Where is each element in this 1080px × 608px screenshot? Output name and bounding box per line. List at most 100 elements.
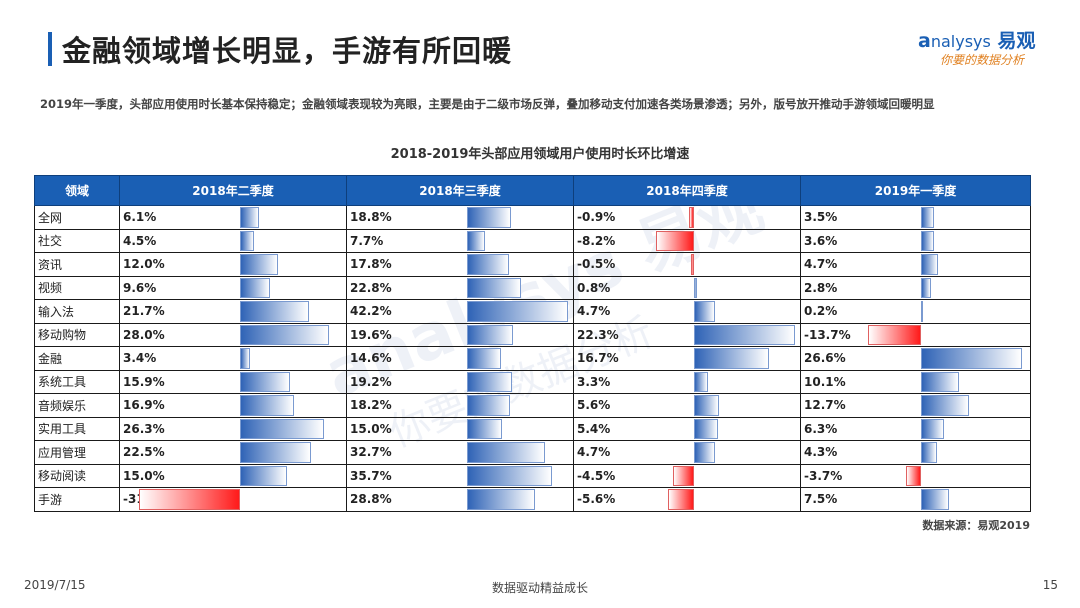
cell-bar-area — [656, 228, 801, 253]
positive-bar — [239, 465, 288, 486]
cell-value: 21.7% — [119, 299, 240, 324]
data-source: 数据来源：易观2019 — [922, 519, 1030, 532]
cell-value: 6.3% — [800, 416, 921, 441]
positive-bar — [920, 348, 1022, 369]
table-row: 移动购物 28.0% 19.6% 22.3% -13.7% — [34, 322, 1031, 347]
cell-bar-area — [239, 393, 347, 418]
row-category: 实用工具 — [34, 416, 120, 441]
cell-bar-area — [466, 416, 574, 441]
cell-value: 18.8% — [346, 205, 467, 230]
table-row: 输入法 21.7% 42.2% 4.7% 0.2% — [34, 299, 1031, 324]
table-row: 社交 4.5% 7.7% -8.2% 3.6% — [34, 228, 1031, 253]
cell-bar-area — [466, 463, 574, 488]
cell-value: 4.5% — [119, 228, 240, 253]
cell-bar-area — [920, 252, 1031, 277]
cell-value: 42.2% — [346, 299, 467, 324]
analysys-logo: analysys 易观 你要的数据分析 — [918, 26, 1058, 70]
cell-bar-area — [906, 463, 1031, 488]
cell-value: 10.1% — [800, 369, 921, 394]
negative-bar — [673, 465, 694, 486]
positive-bar — [466, 465, 552, 486]
cell-bar-area — [693, 369, 801, 394]
cell-value: 26.3% — [119, 416, 240, 441]
cell-bar-area — [466, 205, 574, 230]
cell-bar-area — [239, 322, 347, 347]
cell-value: 28.0% — [119, 322, 240, 347]
positive-bar — [239, 301, 309, 322]
negative-bar — [868, 324, 921, 345]
cell-bar-area — [693, 440, 801, 465]
cell-bar-area — [693, 393, 801, 418]
cell-bar-area — [466, 393, 574, 418]
logo-cn: 易观 — [997, 30, 1036, 52]
positive-bar — [466, 442, 545, 463]
cell-bar-area — [466, 299, 574, 324]
positive-bar — [239, 371, 291, 392]
cell-value: 17.8% — [346, 252, 467, 277]
cell-bar-area — [466, 252, 574, 277]
positive-bar — [920, 442, 937, 463]
positive-bar — [466, 277, 522, 298]
positive-bar — [466, 489, 536, 510]
row-category: 音频娱乐 — [34, 393, 120, 418]
table-header-row: 领域 2018年二季度 2018年三季度 2018年四季度 2019年一季度 — [34, 175, 1031, 206]
positive-bar — [466, 371, 513, 392]
positive-bar — [239, 254, 278, 275]
cell-value: 4.7% — [800, 252, 921, 277]
positive-bar — [920, 254, 939, 275]
row-category: 手游 — [34, 487, 120, 512]
cell-bar-area — [920, 228, 1031, 253]
logo-slogan: 你要的数据分析 — [940, 53, 1025, 67]
cell-bar-area — [466, 275, 574, 300]
cell-value: -0.9% — [573, 205, 694, 230]
page-number: 15 — [1042, 578, 1058, 592]
positive-bar — [466, 230, 485, 251]
cell-value: 18.2% — [346, 393, 467, 418]
cell-bar-area — [920, 487, 1031, 512]
chart-title: 2018-2019年头部应用领域用户使用时长环比增速 — [390, 147, 690, 162]
cell-bar-area — [239, 275, 347, 300]
cell-bar-area — [466, 322, 574, 347]
cell-bar-area — [868, 322, 1031, 347]
cell-bar-area — [920, 369, 1031, 394]
cell-bar-area — [689, 205, 801, 230]
table-row: 应用管理 22.5% 32.7% 4.7% 4.3% — [34, 440, 1031, 465]
table-row: 视频 9.6% 22.8% 0.8% 2.8% — [34, 275, 1031, 300]
header-q1-2019: 2019年一季度 — [800, 175, 1031, 206]
cell-bar-area — [920, 393, 1031, 418]
negative-bar — [906, 465, 921, 486]
cell-bar-area — [239, 299, 347, 324]
cell-bar-area — [466, 487, 574, 512]
cell-bar-area — [138, 487, 347, 512]
title-accent-bar — [48, 32, 52, 66]
cell-value: 28.8% — [346, 487, 467, 512]
cell-bar-area — [693, 346, 801, 371]
footer-slogan: 数据驱动精益成长 — [491, 581, 588, 595]
positive-bar — [693, 348, 770, 369]
cell-bar-area — [239, 205, 347, 230]
cell-bar-area — [920, 440, 1031, 465]
cell-bar-area — [466, 440, 574, 465]
cell-value: 22.3% — [573, 322, 694, 347]
table-row: 系统工具 15.9% 19.2% 3.3% 10.1% — [34, 369, 1031, 394]
cell-value: 3.5% — [800, 205, 921, 230]
page-title: 金融领域增长明显，手游有所回暖 — [62, 34, 513, 68]
positive-bar — [466, 395, 511, 416]
cell-value: 19.2% — [346, 369, 467, 394]
positive-bar — [693, 418, 718, 439]
header-area: 领域 — [34, 175, 120, 206]
positive-bar — [920, 230, 935, 251]
cell-value: 12.7% — [800, 393, 921, 418]
negative-bar — [668, 489, 694, 510]
table-row: 手游-31.6%28.8%-5.6%7.5% — [34, 487, 1031, 512]
cell-value: 32.7% — [346, 440, 467, 465]
cell-value: 12.0% — [119, 252, 240, 277]
positive-bar — [920, 207, 934, 228]
page-subtitle: 2019年一季度，头部应用使用时长基本保持稳定；金融领域表现较为亮眼，主要是由于… — [40, 97, 935, 111]
positive-bar — [239, 277, 271, 298]
logo-letter: a — [918, 30, 931, 52]
cell-bar-area — [693, 275, 801, 300]
row-category: 移动阅读 — [34, 463, 120, 488]
cell-value: 6.1% — [119, 205, 240, 230]
cell-value: 0.2% — [800, 299, 921, 324]
